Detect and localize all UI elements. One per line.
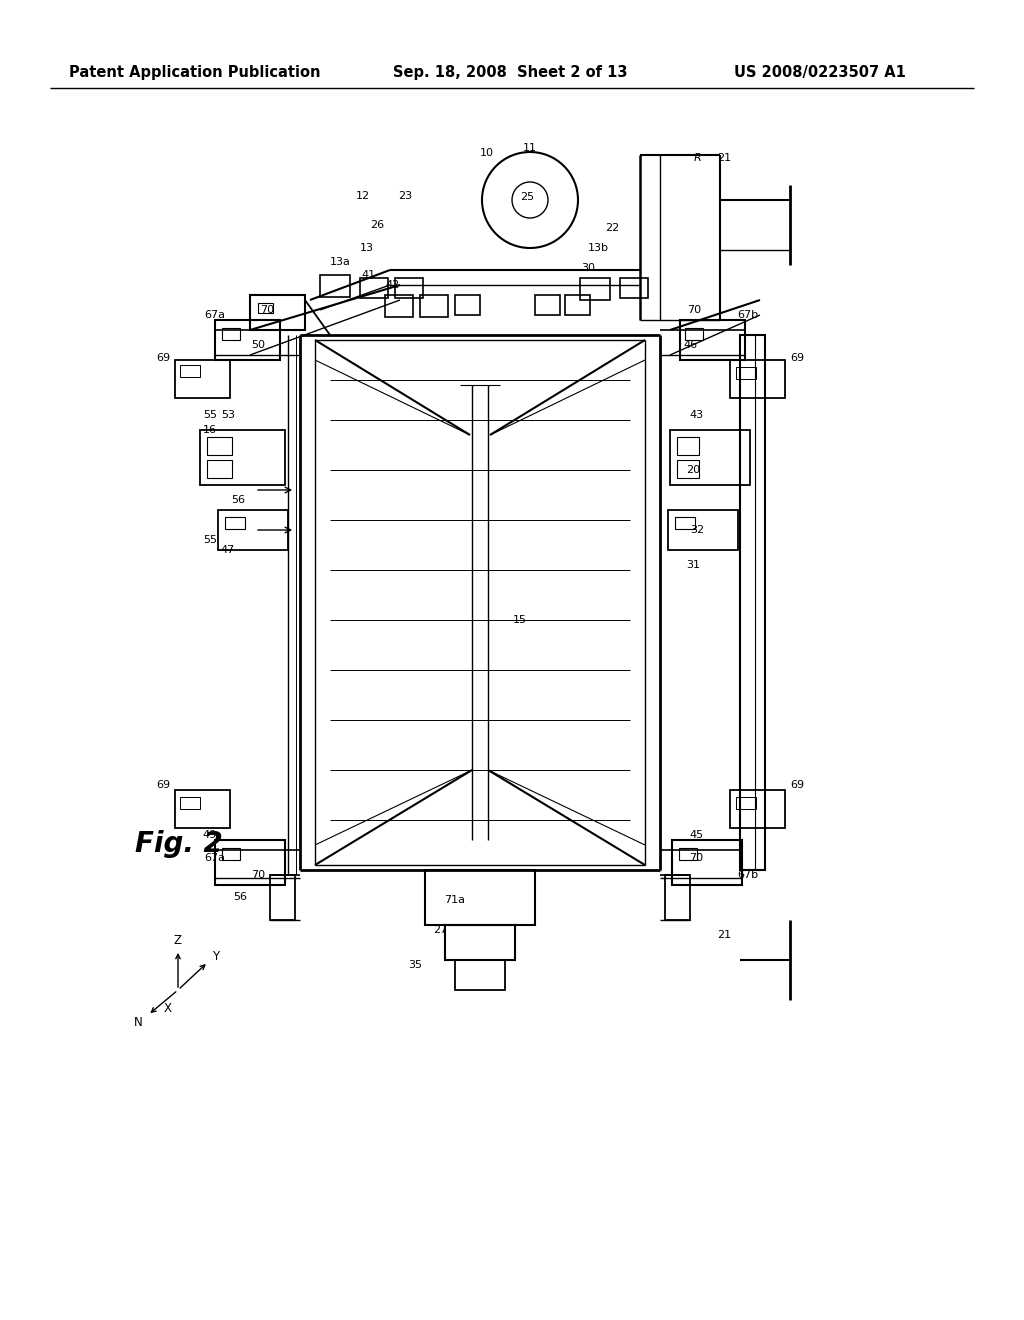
Text: 25: 25	[520, 191, 535, 202]
Text: 41: 41	[360, 271, 375, 280]
Bar	[420, 294, 449, 317]
Text: 20: 20	[686, 465, 700, 475]
Bar	[730, 360, 785, 399]
Bar	[455, 960, 505, 990]
Text: 70: 70	[251, 870, 265, 880]
Text: 30: 30	[581, 263, 595, 273]
Bar	[425, 870, 535, 925]
Text: X: X	[164, 1002, 172, 1015]
Text: Patent Application Publication: Patent Application Publication	[70, 65, 321, 79]
Text: 53: 53	[221, 411, 234, 420]
Text: 32: 32	[690, 525, 705, 535]
Text: 70: 70	[689, 853, 703, 863]
Text: 27: 27	[433, 925, 447, 935]
Text: 21: 21	[717, 153, 731, 162]
Text: 42: 42	[386, 280, 400, 290]
Bar	[677, 437, 699, 455]
Text: 56: 56	[231, 495, 245, 506]
Text: 45: 45	[689, 830, 703, 840]
Text: 69: 69	[790, 352, 804, 363]
Bar	[180, 797, 200, 809]
Text: 67b: 67b	[737, 310, 759, 319]
Bar	[319, 275, 350, 297]
Bar	[736, 797, 756, 809]
Text: 23: 23	[398, 191, 412, 201]
Text: 21: 21	[717, 931, 731, 940]
Text: Sep. 18, 2008  Sheet 2 of 13: Sep. 18, 2008 Sheet 2 of 13	[393, 65, 628, 79]
Bar	[620, 279, 648, 298]
Bar	[215, 840, 285, 884]
Text: 67a: 67a	[205, 853, 225, 863]
Bar	[455, 294, 480, 315]
Text: 67a: 67a	[205, 310, 225, 319]
Text: 56: 56	[233, 892, 247, 902]
Text: Z: Z	[174, 933, 182, 946]
Text: 55: 55	[203, 411, 217, 420]
Text: 49: 49	[203, 830, 217, 840]
Text: Y: Y	[212, 949, 219, 962]
Text: 13a: 13a	[330, 257, 350, 267]
Text: 70: 70	[260, 305, 274, 315]
Bar	[535, 294, 560, 315]
Text: R: R	[694, 153, 701, 162]
Bar	[679, 847, 697, 861]
Text: N: N	[133, 1016, 142, 1030]
Bar	[730, 789, 785, 828]
Bar	[225, 517, 245, 529]
Bar	[665, 875, 690, 920]
Bar	[685, 327, 703, 341]
Bar	[565, 294, 590, 315]
Text: 46: 46	[683, 341, 697, 350]
Text: 50: 50	[251, 341, 265, 350]
Bar	[175, 789, 230, 828]
Bar	[385, 294, 413, 317]
Bar	[740, 335, 765, 870]
Text: 47: 47	[221, 545, 236, 554]
Bar	[222, 327, 240, 341]
Bar	[677, 459, 699, 478]
Text: US 2008/0223507 A1: US 2008/0223507 A1	[734, 65, 906, 79]
Text: 69: 69	[156, 352, 170, 363]
Text: 10: 10	[480, 148, 494, 158]
Bar	[360, 279, 388, 298]
Text: 69: 69	[790, 780, 804, 789]
Text: 55: 55	[203, 535, 217, 545]
Bar	[207, 437, 232, 455]
Bar	[175, 360, 230, 399]
Text: 71a: 71a	[444, 895, 466, 906]
Bar	[445, 925, 515, 960]
Bar	[736, 367, 756, 379]
Text: 31: 31	[686, 560, 700, 570]
Bar	[395, 279, 423, 298]
Text: 15: 15	[513, 615, 527, 624]
Bar	[680, 319, 745, 360]
Text: 13b: 13b	[588, 243, 608, 253]
Bar	[670, 430, 750, 484]
Bar	[270, 875, 295, 920]
Text: 67b: 67b	[737, 870, 759, 880]
Bar	[580, 279, 610, 300]
Text: 12: 12	[356, 191, 370, 201]
Text: Fig. 2: Fig. 2	[135, 830, 223, 858]
Text: 43: 43	[690, 411, 705, 420]
Bar	[200, 430, 285, 484]
Bar	[675, 517, 695, 529]
Bar	[207, 459, 232, 478]
Bar	[672, 840, 742, 884]
Text: 69: 69	[156, 780, 170, 789]
Text: 35: 35	[408, 960, 422, 970]
Bar	[222, 847, 240, 861]
Text: 70: 70	[687, 305, 701, 315]
Text: 13: 13	[360, 243, 374, 253]
Text: 22: 22	[605, 223, 620, 234]
Bar	[180, 366, 200, 378]
Text: 26: 26	[370, 220, 384, 230]
Bar	[668, 510, 738, 550]
Bar	[250, 294, 305, 330]
Bar	[215, 319, 280, 360]
Text: 16: 16	[203, 425, 217, 436]
Bar	[258, 304, 273, 313]
Bar	[218, 510, 288, 550]
Text: 11: 11	[523, 143, 537, 153]
